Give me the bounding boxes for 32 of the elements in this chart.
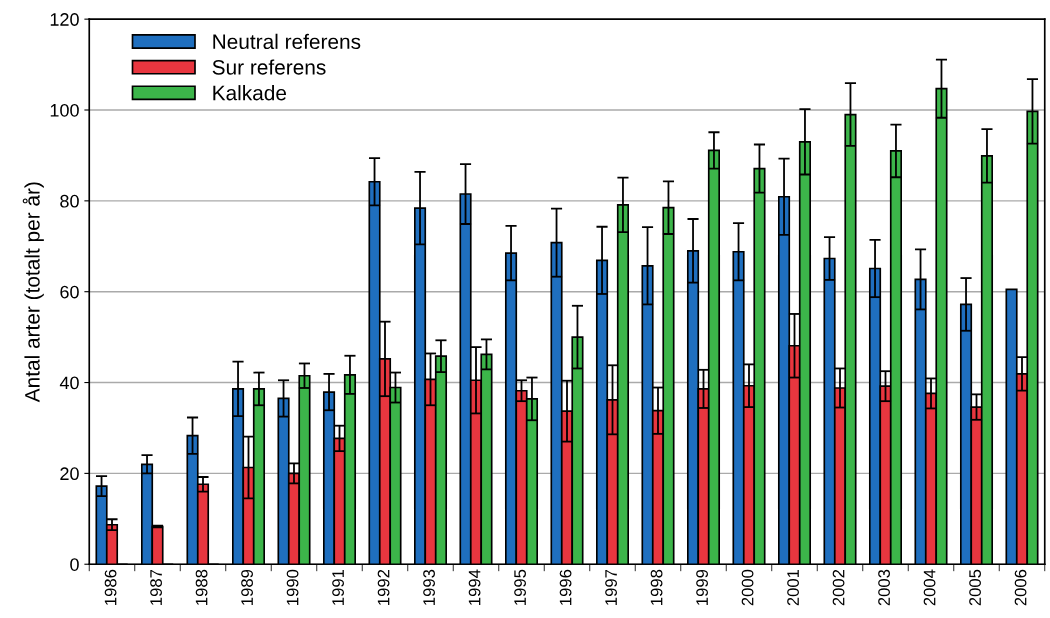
x-tick-label: 1995 bbox=[514, 569, 526, 605]
x-tick-label: 1991 bbox=[332, 569, 344, 605]
x-tick-label: 2001 bbox=[787, 569, 799, 606]
legend-label: Kalkade bbox=[213, 85, 287, 101]
x-tick-label: 2003 bbox=[878, 569, 890, 606]
x-tick-label: 2005 bbox=[969, 569, 981, 606]
x-tick-label: 1992 bbox=[377, 569, 390, 605]
y-tick-label: 0 bbox=[70, 558, 79, 571]
legend-label: Neutral referens bbox=[213, 33, 361, 50]
x-tick-label: 2002 bbox=[832, 569, 845, 606]
x-tick-label: 1999 bbox=[696, 569, 708, 605]
x-tick-label: 1993 bbox=[423, 569, 435, 605]
y-tick-label: 80 bbox=[60, 194, 79, 208]
x-tick-label: 2006 bbox=[1014, 569, 1027, 606]
x-tick-label: 1997 bbox=[605, 569, 617, 605]
x-tick-label: 2004 bbox=[923, 569, 936, 606]
y-axis-title: Antal arter (totalt per år) bbox=[22, 182, 44, 403]
y-tick-label: 40 bbox=[59, 376, 79, 390]
x-tick-label: 1990 bbox=[286, 569, 299, 605]
legend-label: Sur referens bbox=[212, 59, 326, 75]
y-tick-label: 60 bbox=[60, 285, 79, 299]
y-tick-label: 120 bbox=[50, 13, 79, 26]
x-tick-label: 1989 bbox=[241, 569, 253, 605]
x-tick-label: 1988 bbox=[195, 569, 208, 605]
x-tick-label: 1994 bbox=[468, 569, 481, 605]
x-tick-label: 1996 bbox=[559, 569, 572, 605]
x-tick-label: 1986 bbox=[104, 569, 117, 605]
y-tick-label: 20 bbox=[60, 467, 79, 481]
x-tick-label: 2000 bbox=[741, 569, 754, 606]
x-tick-label: 1987 bbox=[150, 569, 162, 605]
x-tick-label: 1998 bbox=[650, 569, 663, 605]
y-tick-label: 100 bbox=[50, 103, 79, 117]
